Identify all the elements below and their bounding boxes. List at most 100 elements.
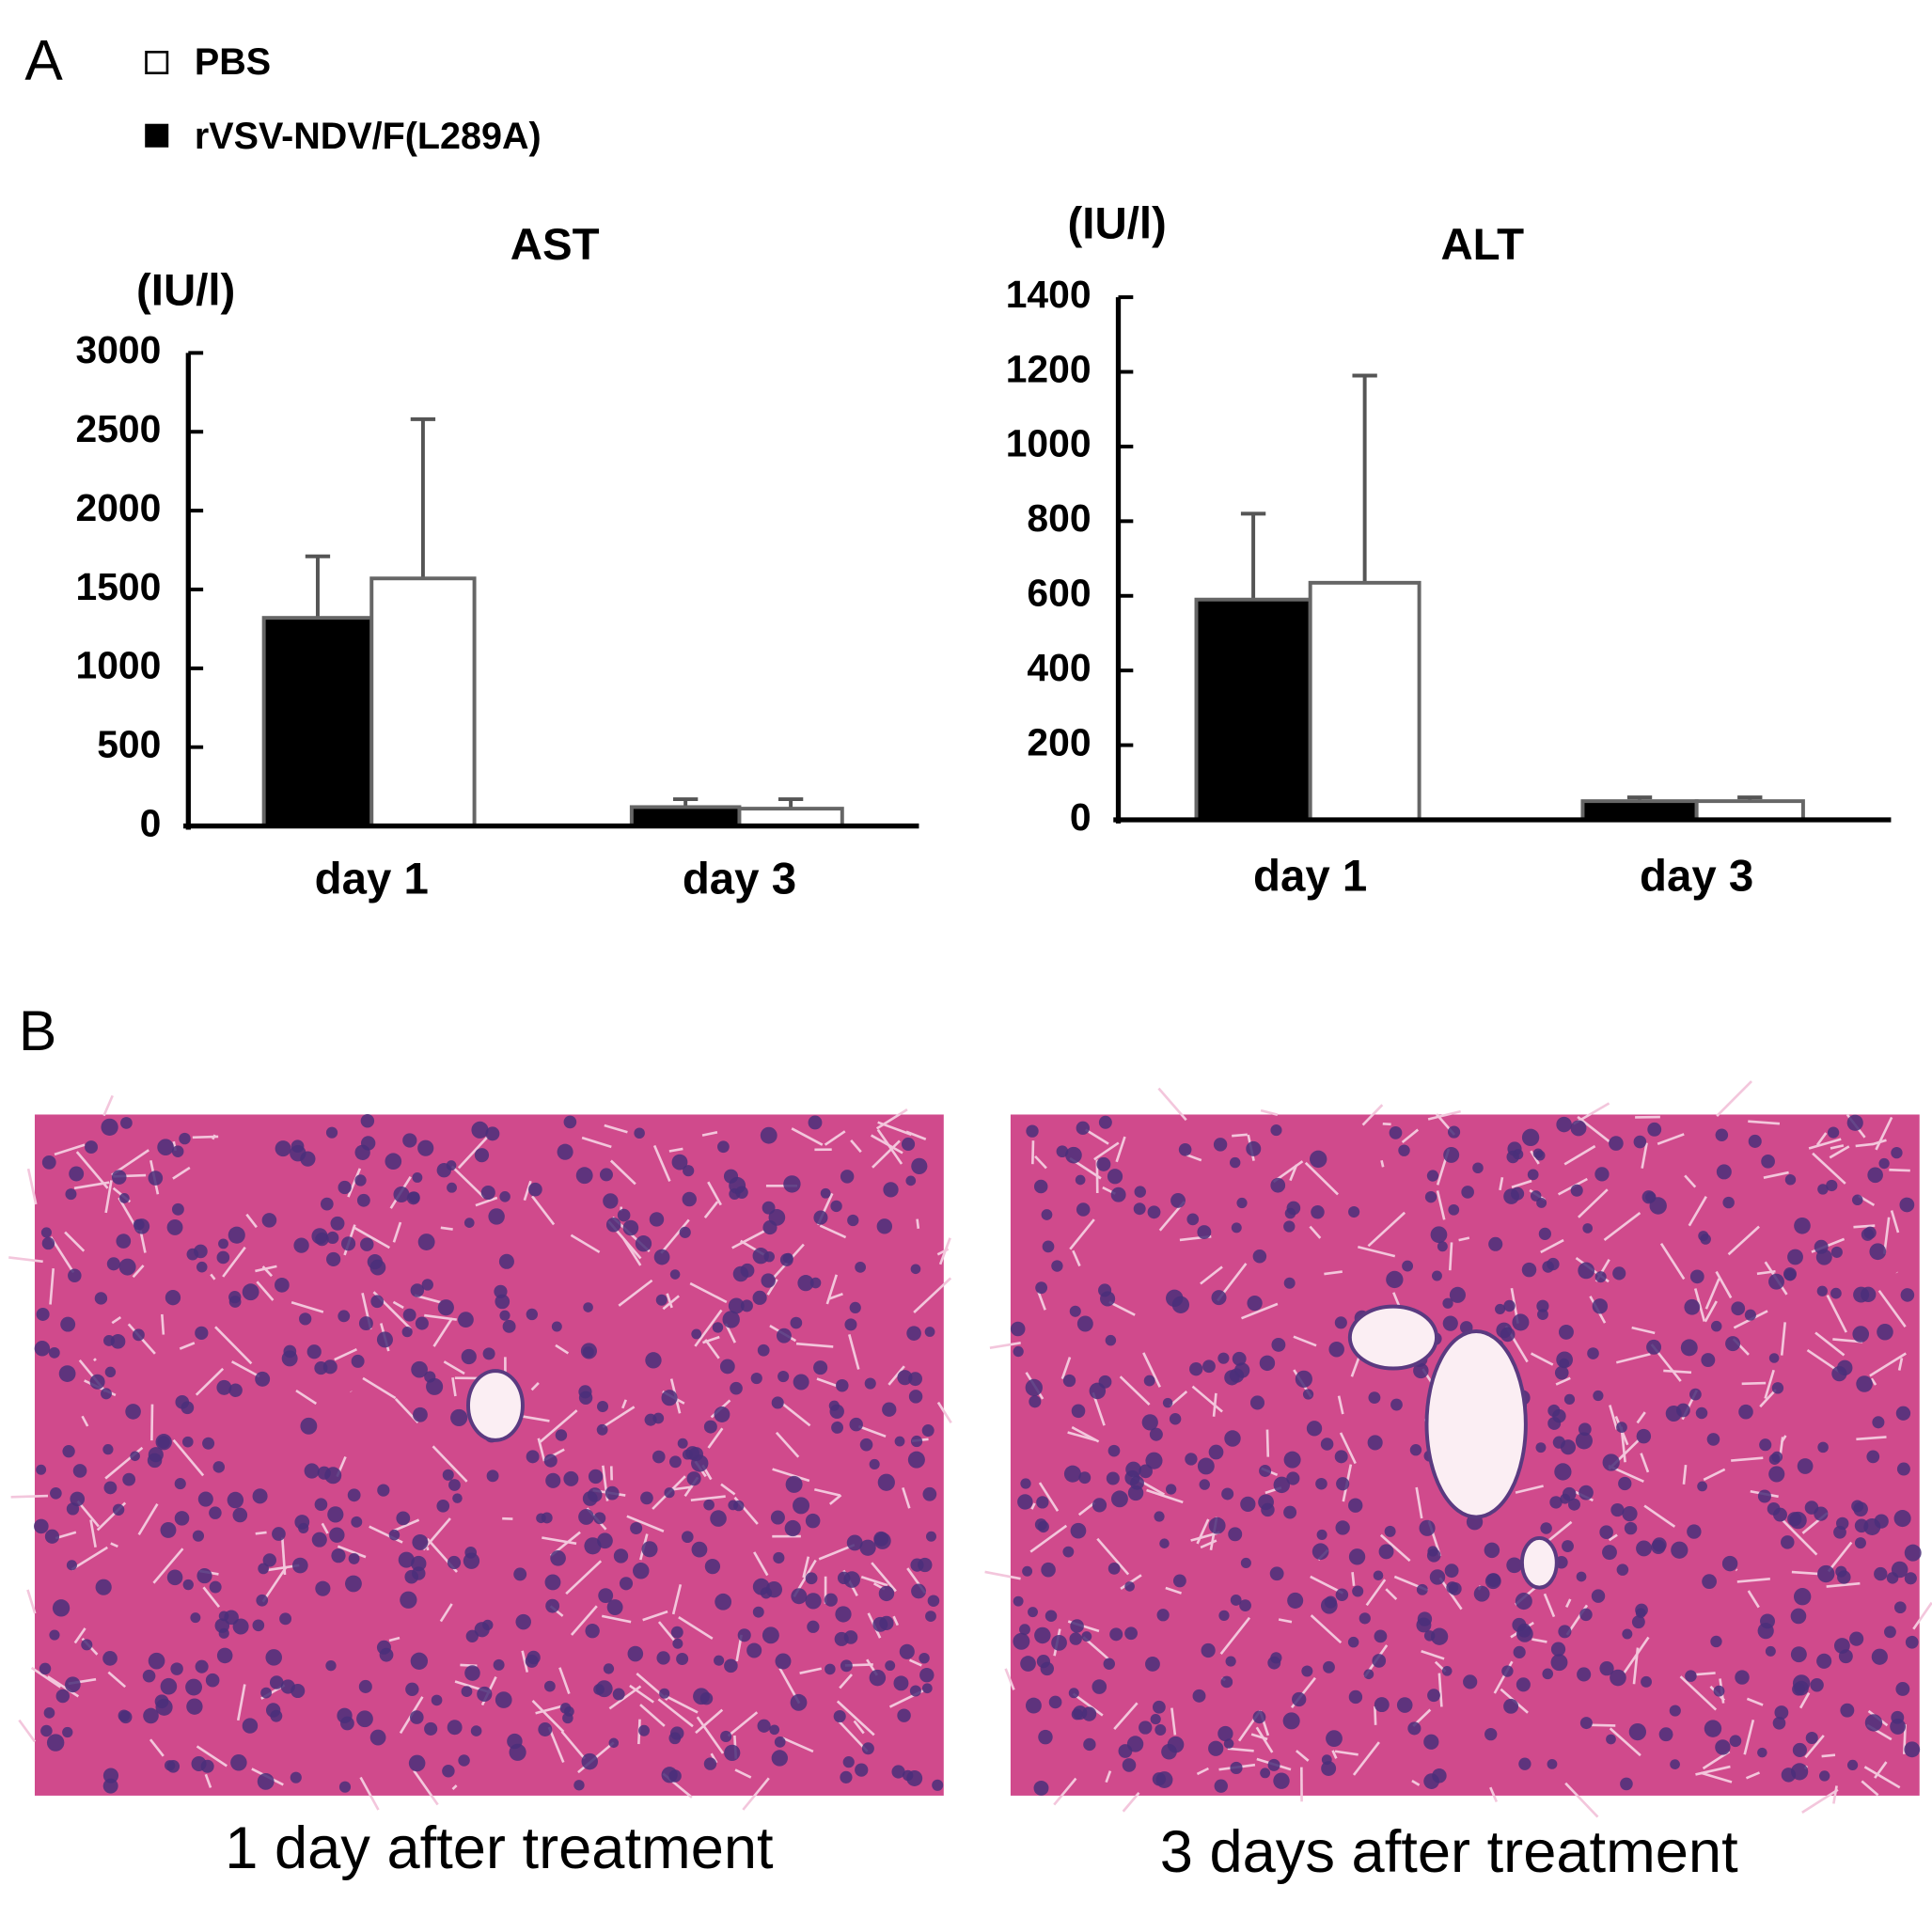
nucleus	[461, 1348, 477, 1365]
bar	[629, 805, 742, 828]
sinusoid	[457, 1136, 489, 1170]
sinusoid	[1791, 1570, 1818, 1576]
nucleus	[1185, 1453, 1198, 1466]
sinusoid	[531, 1195, 556, 1226]
nucleus	[1866, 1450, 1880, 1464]
sinusoid	[521, 1415, 550, 1422]
nucleus	[1791, 1763, 1809, 1781]
sinusoid	[1815, 1132, 1828, 1146]
nucleus	[1098, 1115, 1112, 1129]
sinusoid	[10, 1494, 49, 1499]
bar	[1194, 597, 1312, 822]
nucleus	[1283, 1277, 1296, 1289]
sinusoid	[1379, 1533, 1411, 1563]
nucleus	[446, 1160, 457, 1171]
nucleus	[1899, 1197, 1915, 1213]
nucleus	[728, 1500, 739, 1511]
nucleus	[1249, 1395, 1265, 1410]
nucleus	[1830, 1246, 1843, 1258]
nucleus	[1229, 1156, 1241, 1169]
nucleus	[1622, 1628, 1633, 1640]
sinusoid	[696, 1716, 725, 1754]
sinusoid	[908, 1658, 922, 1667]
nucleus	[1396, 1697, 1413, 1713]
sinusoid	[255, 1531, 267, 1535]
nucleus	[805, 1513, 821, 1529]
nucleus	[1863, 1226, 1877, 1239]
nucleus	[1768, 1466, 1785, 1483]
nucleus	[830, 1200, 842, 1213]
nucleus	[1715, 1128, 1729, 1142]
nucleus	[196, 1568, 212, 1584]
nucleus	[41, 1236, 55, 1250]
nucleus	[1068, 1688, 1079, 1699]
nucleus	[1472, 1162, 1484, 1174]
sinusoid	[393, 1518, 420, 1532]
y-tick-label: 200	[1027, 720, 1091, 763]
sinusoid	[1030, 1502, 1036, 1510]
nucleus	[691, 1328, 702, 1340]
sinusoid	[450, 1165, 485, 1199]
nucleus	[1013, 1632, 1030, 1650]
nucleus	[1444, 1563, 1459, 1579]
nucleus	[300, 1417, 318, 1435]
nucleus	[477, 1686, 493, 1703]
nucleus	[683, 1165, 695, 1177]
nucleus	[1794, 1217, 1811, 1234]
nucleus	[1534, 1150, 1546, 1161]
sinusoid	[1827, 1541, 1853, 1573]
nucleus	[279, 1612, 292, 1626]
nucleus	[48, 1346, 60, 1359]
nucleus	[1083, 1737, 1096, 1752]
nucleus	[1877, 1323, 1893, 1341]
nucleus	[1441, 1666, 1453, 1676]
sinusoid	[570, 1605, 598, 1636]
nucleus	[412, 1533, 429, 1550]
sinusoid	[664, 1694, 699, 1714]
nucleus	[482, 1347, 495, 1360]
nucleus	[1658, 1727, 1673, 1742]
nucleus	[1213, 1138, 1228, 1152]
nucleus	[1449, 1286, 1466, 1303]
nucleus	[918, 1557, 933, 1573]
nucleus	[1033, 1780, 1049, 1796]
nucleus	[148, 1171, 164, 1186]
sinusoid	[18, 1719, 37, 1743]
nucleus	[1321, 1754, 1332, 1766]
sinusoid	[1219, 1616, 1251, 1655]
nucleus	[1833, 1638, 1850, 1654]
nucleus	[1038, 1729, 1053, 1745]
sinusoid	[1700, 1771, 1733, 1783]
nucleus	[70, 1491, 86, 1507]
nucleus	[778, 1370, 790, 1383]
nucleus	[502, 1319, 516, 1333]
nucleus	[474, 1148, 490, 1163]
nucleus	[265, 1649, 283, 1666]
sinusoid	[1877, 1289, 1907, 1328]
nucleus	[1442, 1297, 1453, 1309]
nucleus	[1513, 1645, 1526, 1658]
sinusoid	[210, 1273, 216, 1281]
nucleus	[1735, 1670, 1750, 1685]
nucleus	[1631, 1615, 1645, 1629]
sinusoid	[1555, 1376, 1571, 1386]
nucleus	[1895, 1406, 1911, 1421]
nucleus	[1624, 1521, 1638, 1535]
nucleus	[396, 1511, 411, 1526]
sinusoid	[781, 1403, 811, 1427]
nucleus	[68, 1268, 82, 1283]
nucleus	[1035, 1281, 1048, 1295]
nucleus	[1559, 1358, 1570, 1369]
y-axis-label: (IU/l)	[1068, 199, 1167, 249]
nucleus	[1315, 1477, 1327, 1490]
nucleus	[1552, 1436, 1565, 1449]
sinusoid	[695, 1708, 724, 1735]
sinusoid	[295, 1389, 318, 1406]
vessel	[1424, 1328, 1528, 1519]
nucleus	[306, 1344, 322, 1359]
nucleus	[1516, 1677, 1531, 1692]
nucleus	[1729, 1735, 1742, 1748]
nucleus	[190, 1612, 201, 1624]
nucleus	[209, 1580, 222, 1594]
